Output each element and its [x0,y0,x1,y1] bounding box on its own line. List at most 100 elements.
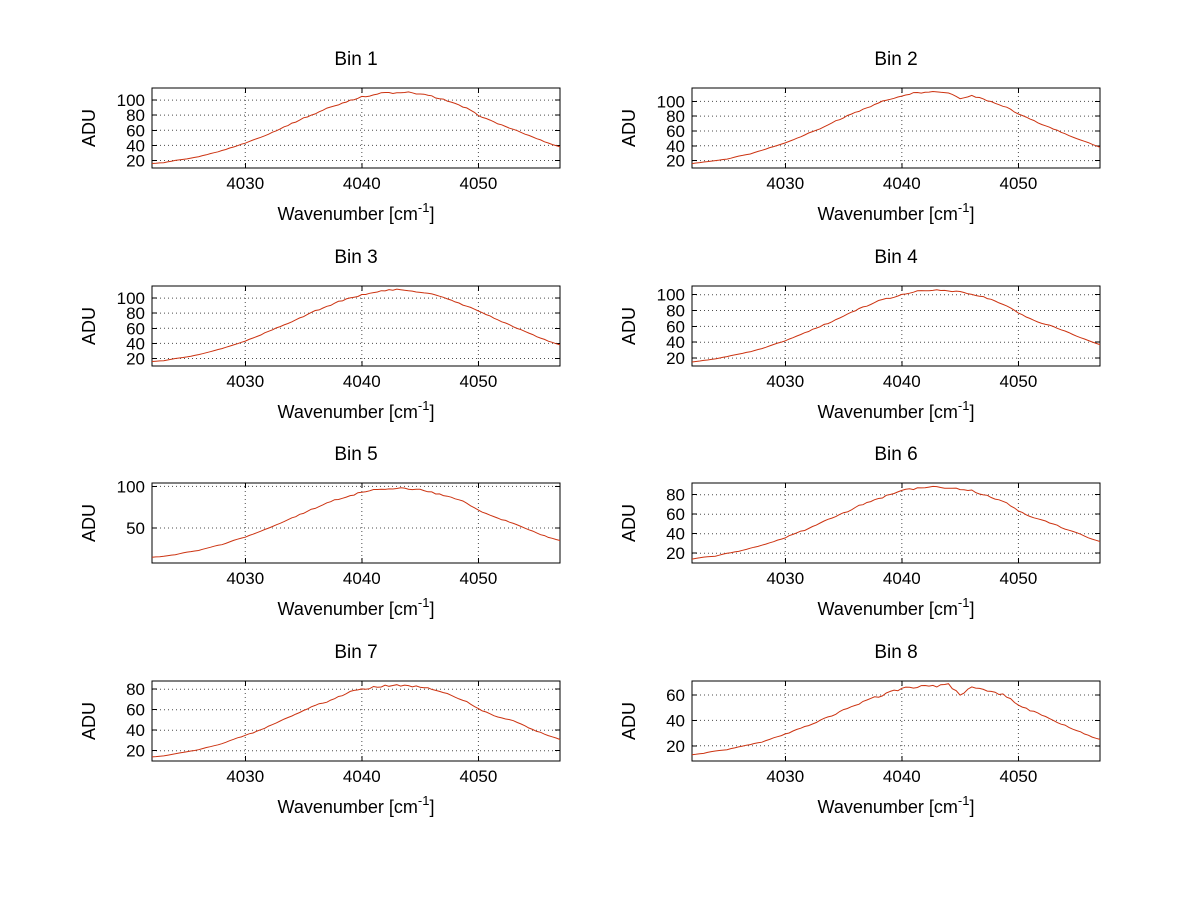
y-tick-label: 20 [666,544,685,563]
y-tick-label: 40 [126,136,145,155]
x-tick-label: 4040 [343,569,381,588]
y-axis-label: ADU [619,701,639,739]
y-tick-label: 80 [666,486,685,505]
y-tick-label: 100 [117,91,145,110]
x-tick-label: 4030 [766,767,804,786]
x-tick-label: 4030 [226,569,264,588]
chart-title: Bin 6 [874,444,917,465]
y-tick-label: 60 [126,700,145,719]
subplot-bin-5: 4030 4040 4050 50 100 Bin 5 ADU Wavenumber [cm-… [79,444,561,619]
x-axis-label: Wavenumber [cm-1] [278,793,435,817]
y-tick-label: 100 [117,477,145,496]
x-axis-label: Wavenumber [cm-1] [278,595,435,619]
axis-box [691,482,1101,564]
x-axis-label: Wavenumber [cm-1] [818,200,975,224]
y-axis-label: ADU [79,504,99,542]
y-axis-label: ADU [79,701,99,739]
spectrum-line [691,288,1101,362]
x-tick-label: 4050 [999,174,1037,193]
axis-box [151,680,561,761]
y-tick-label: 80 [666,107,685,126]
chart-title: Bin 4 [874,247,918,268]
x-axis-label: Wavenumber [cm-1] [818,595,975,619]
y-axis-label: ADU [79,306,99,344]
y-tick-label: 20 [126,741,145,760]
y-tick-label: 60 [666,685,685,704]
x-axis-label: Wavenumber [cm-1] [278,200,435,224]
chart-title: Bin 1 [334,49,377,70]
y-tick-label: 80 [666,301,685,320]
y-tick-label: 40 [666,333,685,352]
y-tick-label: 80 [126,106,145,125]
axis-box [151,285,561,366]
x-tick-label: 4050 [999,372,1037,391]
y-tick-label: 40 [666,525,685,544]
x-tick-label: 4030 [226,372,264,391]
y-tick-label: 20 [666,152,685,171]
y-tick-label: 40 [666,137,685,156]
y-tick-label: 60 [666,505,685,524]
x-tick-label: 4040 [343,767,381,786]
spectrum-line [151,91,561,164]
y-tick-label: 50 [126,519,145,538]
x-tick-label: 4050 [459,174,497,193]
x-tick-label: 4040 [343,372,381,391]
y-tick-label: 20 [126,349,145,368]
x-tick-label: 4050 [459,767,497,786]
x-tick-label: 4050 [459,372,497,391]
x-tick-label: 4030 [766,174,804,193]
chart-title: Bin 8 [874,642,917,663]
x-tick-label: 4030 [226,767,264,786]
axis-box [151,87,561,169]
axis-box [151,482,561,564]
y-tick-label: 60 [666,122,685,141]
y-axis-label: ADU [619,109,639,147]
y-tick-label: 60 [126,319,145,338]
x-tick-label: 4040 [883,372,921,391]
x-tick-label: 4050 [999,767,1037,786]
y-tick-label: 40 [666,711,685,730]
y-axis-label: ADU [619,504,639,542]
y-tick-label: 20 [666,736,685,755]
spectrum-line [691,682,1101,755]
y-tick-label: 100 [117,289,145,308]
x-tick-label: 4040 [883,569,921,588]
spectrum-line [691,90,1101,165]
subplot-bin-8: 4030 4040 4050 20 40 60 Bin 8 ADU Wavenumber [cm… [619,642,1101,817]
y-tick-label: 100 [657,285,685,304]
spectrum-line [151,487,561,558]
x-tick-label: 4030 [766,569,804,588]
x-tick-label: 4040 [883,174,921,193]
x-tick-label: 4050 [459,569,497,588]
y-tick-label: 60 [126,121,145,140]
y-tick-label: 20 [126,151,145,170]
x-axis-label: Wavenumber [cm-1] [278,398,435,422]
x-tick-label: 4030 [226,174,264,193]
spectrum-line [151,288,561,362]
spectrum-line [691,485,1101,560]
x-tick-label: 4040 [343,174,381,193]
x-tick-label: 4050 [999,569,1037,588]
axis-box [691,680,1101,761]
y-tick-label: 80 [126,680,145,699]
chart-title: Bin 7 [334,642,377,663]
y-axis-label: ADU [79,109,99,147]
axis-box [691,87,1101,169]
y-tick-label: 60 [666,317,685,336]
x-axis-label: Wavenumber [cm-1] [818,398,975,422]
chart-title: Bin 3 [334,247,377,268]
x-tick-label: 4030 [766,372,804,391]
y-tick-label: 80 [126,304,145,323]
y-tick-label: 100 [657,92,685,111]
chart-title: Bin 5 [334,444,377,465]
chart-title: Bin 2 [874,49,917,70]
y-tick-label: 40 [126,721,145,740]
y-axis-label: ADU [619,306,639,344]
y-tick-label: 20 [666,349,685,368]
